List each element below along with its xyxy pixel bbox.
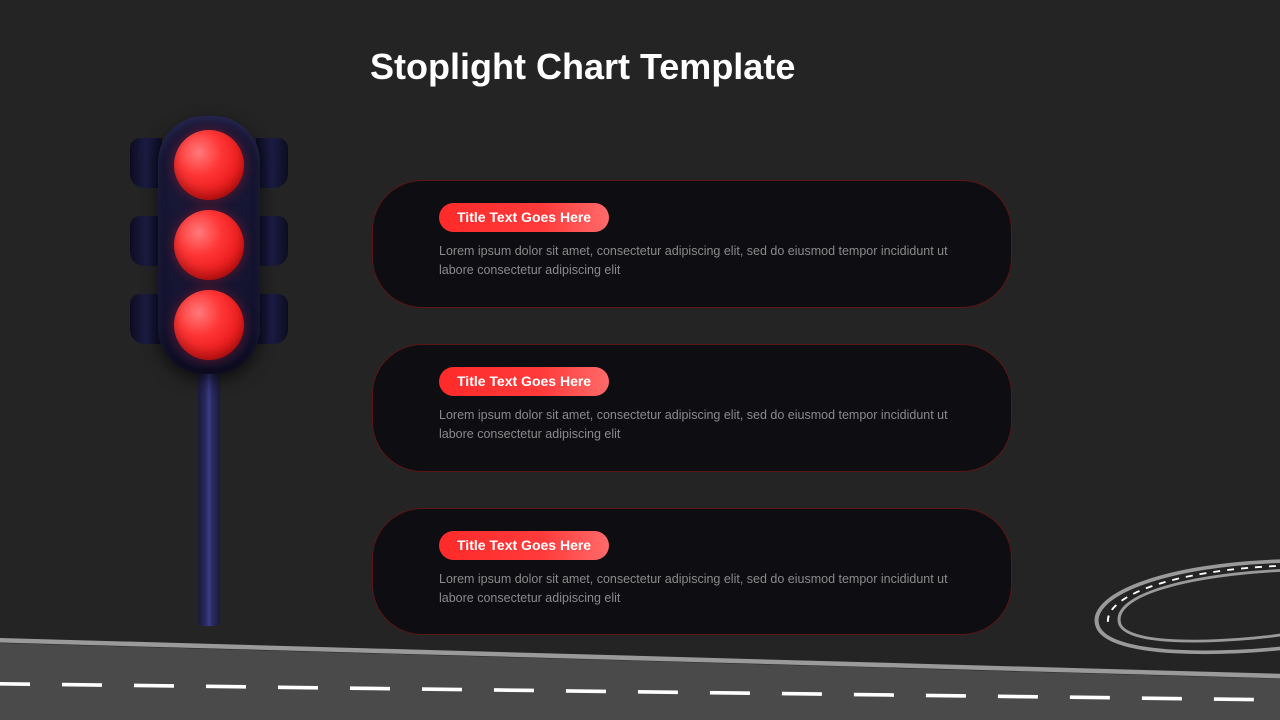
stoplight-fin [256, 294, 288, 344]
page-title: Stoplight Chart Template [370, 46, 795, 88]
card-pill: Title Text Goes Here [439, 531, 609, 560]
card-item: Title Text Goes Here Lorem ipsum dolor s… [372, 180, 1012, 308]
stoplight-lamp-red [174, 290, 244, 360]
card-pill: Title Text Goes Here [439, 203, 609, 232]
card-item: Title Text Goes Here Lorem ipsum dolor s… [372, 508, 1012, 636]
card-list: Title Text Goes Here Lorem ipsum dolor s… [372, 180, 1012, 671]
card-pill: Title Text Goes Here [439, 367, 609, 396]
stoplight-lamp-red [174, 130, 244, 200]
stoplight-lamp-red [174, 210, 244, 280]
card-body: Lorem ipsum dolor sit amet, consectetur … [439, 570, 977, 609]
card-item: Title Text Goes Here Lorem ipsum dolor s… [372, 344, 1012, 472]
card-body: Lorem ipsum dolor sit amet, consectetur … [439, 406, 977, 445]
stoplight-fin [256, 216, 288, 266]
card-body: Lorem ipsum dolor sit amet, consectetur … [439, 242, 977, 281]
stoplight-fin [256, 138, 288, 188]
stoplight-pole [198, 366, 220, 626]
